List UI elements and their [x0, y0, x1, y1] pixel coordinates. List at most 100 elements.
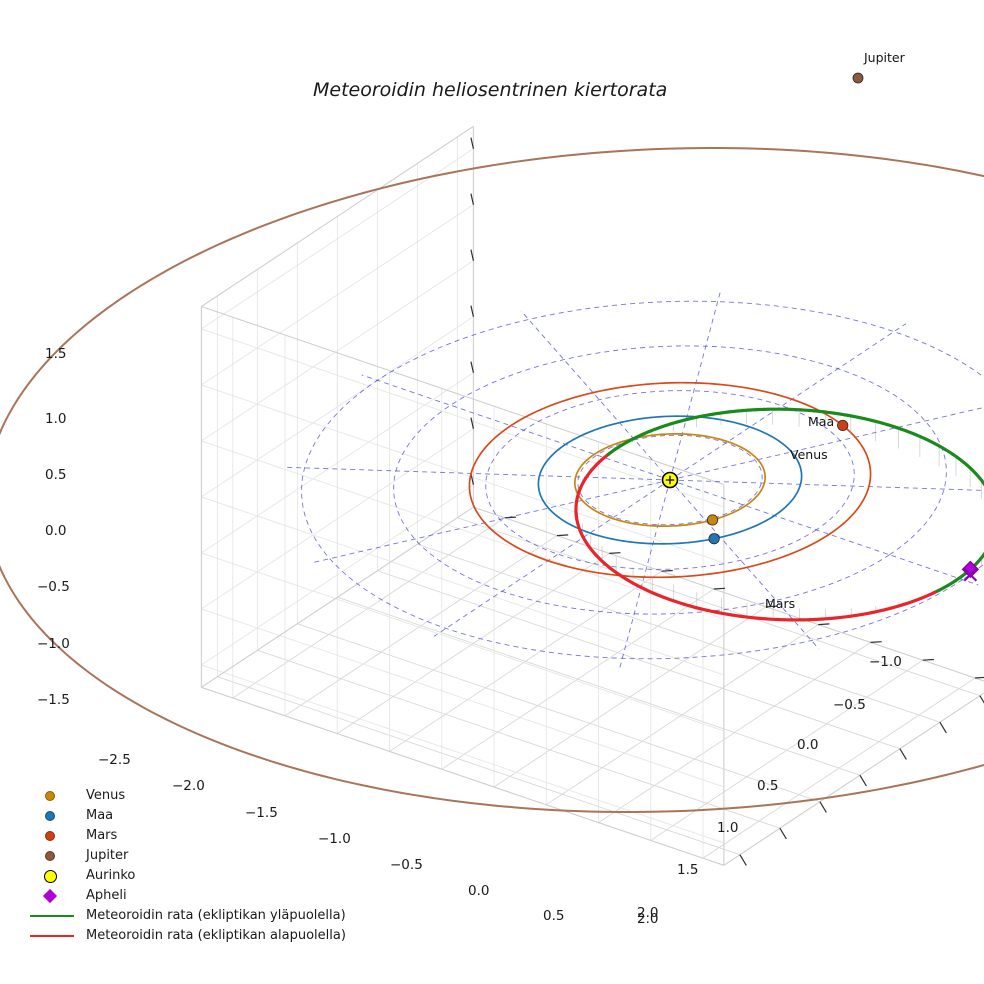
- x-tick-mark: [609, 552, 621, 554]
- wall-grid-line: [201, 204, 474, 386]
- body-label-maa: Maa: [808, 414, 835, 429]
- legend-item-label: Aurinko: [86, 868, 136, 883]
- x-axis-tick-label: 2.0: [637, 911, 659, 927]
- polar-grid-spoke: [669, 479, 984, 491]
- legend-dot-icon: [28, 826, 78, 846]
- legend-diamond-icon: [28, 886, 78, 906]
- aphelion-marker: [961, 560, 980, 579]
- legend-item[interactable]: Apheli: [28, 886, 358, 906]
- wall-grid-line: [201, 496, 725, 676]
- polar-grid-spoke: [669, 406, 984, 481]
- legend-item[interactable]: Mars: [28, 826, 358, 846]
- wall-grid-line: [201, 440, 725, 620]
- legend-item[interactable]: Meteoroidin rata (ekliptikan alapuolella…: [28, 926, 358, 946]
- legend-marker: [43, 869, 57, 883]
- z-tick-mark: [470, 361, 474, 373]
- polar-grid-spoke: [361, 374, 671, 481]
- floor-grid-line: [217, 676, 741, 856]
- body-label-venus: Venus: [790, 447, 828, 462]
- legend-item-label: Mars: [86, 828, 118, 843]
- x-tick-mark: [504, 516, 516, 519]
- x-axis-tick-label: −1.0: [318, 831, 351, 847]
- z-axis-tick-label: 1.5: [45, 346, 67, 362]
- legend-item-label: Jupiter: [86, 848, 129, 863]
- legend-item[interactable]: Maa: [28, 806, 358, 826]
- wall-grid-line: [201, 664, 725, 844]
- orbit-mars: [468, 381, 872, 579]
- legend-dot-icon: [28, 866, 78, 886]
- legend-line-icon: [28, 926, 78, 946]
- polar-grid-spoke: [669, 479, 979, 586]
- z-axis-tick-label: −0.5: [37, 579, 70, 595]
- floor-grid-line: [257, 649, 781, 829]
- y-axis-tick-label: 1.0: [717, 820, 739, 836]
- x-axis-tick-label: −2.0: [172, 778, 205, 794]
- y-axis-tick-label: 0.5: [757, 778, 779, 794]
- meteoroid-above-ecliptic: [606, 407, 984, 595]
- z-axis-tick-label: 1.0: [45, 411, 67, 427]
- body-label-mars: Mars: [765, 596, 796, 611]
- orbit-maa: [537, 415, 803, 545]
- legend-item[interactable]: Jupiter: [28, 846, 358, 866]
- x-axis-tick-label: −1.5: [245, 805, 278, 821]
- legend-marker: [30, 915, 74, 918]
- legend: Venus Maa Mars Jupiter Aurinko Apheli Meteoroi…: [28, 786, 358, 946]
- wall-grid-line: [201, 328, 725, 508]
- y-tick-mark: [819, 801, 827, 813]
- x-tick-mark: [661, 569, 673, 572]
- polar-grid-spoke: [311, 479, 671, 564]
- x-axis-tick-label: 0.5: [543, 908, 565, 924]
- floor-grid-line: [457, 517, 981, 697]
- polar-grid-spoke: [520, 310, 671, 481]
- polar-grid-spoke: [669, 479, 820, 650]
- box-edge: [201, 305, 725, 486]
- x-tick-mark: [765, 605, 778, 608]
- x-tick-mark: [556, 534, 569, 537]
- legend-item[interactable]: Aurinko: [28, 866, 358, 886]
- legend-item[interactable]: Meteoroidin rata (ekliptikan yläpuolella…: [28, 906, 358, 926]
- orbit-jupiter: [0, 146, 984, 814]
- z-axis-tick-label: 0.0: [45, 523, 67, 539]
- legend-marker: [30, 935, 74, 938]
- polar-grid-spoke: [285, 466, 671, 481]
- legend-marker: [45, 851, 55, 861]
- box-edge: [473, 506, 984, 682]
- y-tick-mark: [779, 827, 787, 840]
- box-edge: [201, 506, 474, 688]
- legend-item-label: Maa: [86, 808, 114, 823]
- y-axis-tick-label: 0.0: [797, 737, 819, 753]
- wall-grid-line: [201, 552, 725, 732]
- aphelion-projection-x-icon: [963, 567, 978, 582]
- sun-cross-icon: [665, 475, 675, 485]
- wall-grid-line: [201, 384, 725, 564]
- wall-grid-line: [201, 608, 725, 788]
- z-axis-tick-label: 0.5: [45, 467, 67, 483]
- y-axis-tick-label: −1.0: [869, 654, 902, 670]
- y-tick-mark: [939, 721, 947, 734]
- body-marker-maa: [708, 533, 720, 545]
- polar-grid-spoke: [433, 479, 671, 637]
- body-marker-mars: [837, 419, 849, 432]
- z-tick-mark: [470, 193, 474, 205]
- floor-grid-line: [417, 543, 941, 723]
- wall-grid-line: [201, 260, 474, 442]
- legend-dot-icon: [28, 786, 78, 806]
- polar-grid-spoke: [619, 479, 671, 669]
- y-axis-tick-label: −0.5: [833, 697, 866, 713]
- legend-item[interactable]: Venus: [28, 786, 358, 806]
- wall-grid-line: [201, 316, 474, 498]
- y-tick-mark: [859, 774, 867, 787]
- legend-marker: [42, 888, 58, 904]
- z-tick-mark: [470, 137, 474, 149]
- polar-grid-spoke: [669, 291, 721, 481]
- z-tick-mark: [470, 305, 474, 317]
- legend-line-icon: [28, 906, 78, 926]
- x-axis-tick-label: 0.0: [468, 883, 490, 899]
- x-tick-mark: [922, 658, 934, 661]
- orbit-venus: [573, 432, 767, 528]
- wall-grid-line: [201, 428, 474, 610]
- legend-item-label: Apheli: [86, 888, 127, 903]
- z-axis-tick-label: −1.5: [37, 692, 70, 708]
- legend-dot-icon: [28, 846, 78, 866]
- body-label-jupiter: Jupiter: [864, 50, 905, 65]
